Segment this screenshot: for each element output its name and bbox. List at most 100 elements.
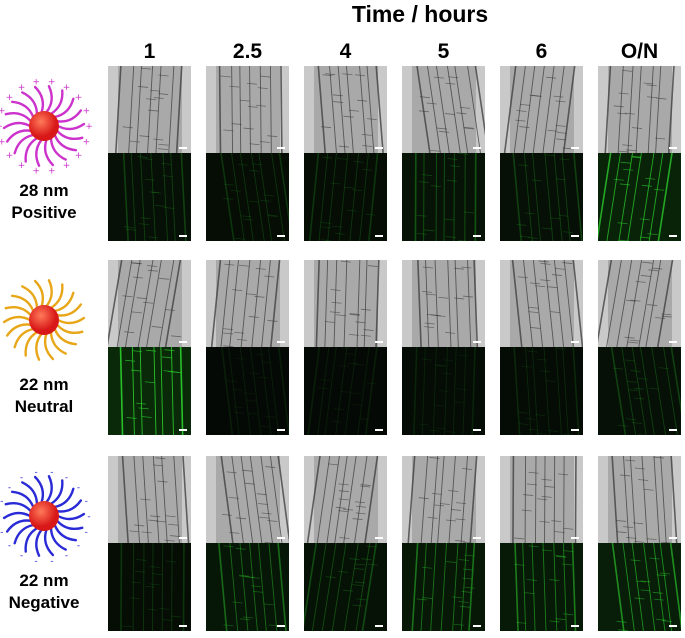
scale-bar — [473, 147, 481, 149]
scale-bar — [473, 429, 481, 431]
svg-text:+: + — [83, 107, 91, 117]
fluorescence-image-negative-on — [598, 543, 681, 631]
time-heading-6: 6 — [502, 40, 582, 64]
brightfield-image-positive-4 — [304, 66, 387, 153]
scale-bar — [571, 429, 579, 431]
svg-text:-: - — [50, 556, 53, 566]
svg-text:+: + — [0, 137, 5, 147]
scale-bar — [473, 625, 481, 627]
scale-bar — [277, 429, 285, 431]
fluorescence-image-neutral-25 — [206, 347, 289, 435]
fluorescence-image-positive-on — [598, 153, 681, 241]
brightfield-image-neutral-4 — [304, 260, 387, 347]
scale-bar — [375, 235, 383, 237]
svg-text:+: + — [32, 78, 40, 88]
fluorescence-image-negative-5 — [402, 543, 485, 631]
svg-text:-: - — [85, 497, 88, 507]
scale-bar — [571, 625, 579, 627]
svg-text:+: + — [6, 93, 14, 103]
brightfield-image-negative-4 — [304, 456, 387, 543]
scale-bar — [277, 235, 285, 237]
brightfield-image-negative-1 — [108, 456, 191, 543]
scale-bar — [669, 537, 677, 539]
brightfield-image-negative-5 — [402, 456, 485, 543]
fluorescence-image-positive-5 — [402, 153, 485, 241]
svg-text:+: + — [18, 161, 26, 171]
svg-text:+: + — [75, 151, 83, 161]
brightfield-image-negative-on — [598, 456, 681, 543]
svg-text:+: + — [18, 83, 26, 93]
scale-bar — [179, 341, 187, 343]
particle-charge-label: Negative — [0, 593, 88, 613]
fluorescence-image-negative-1 — [108, 543, 191, 631]
svg-text:+: + — [63, 161, 71, 171]
svg-text:-: - — [85, 527, 88, 537]
fluorescence-image-neutral-1 — [108, 347, 191, 435]
particle-size-label: 22 nm — [0, 375, 88, 395]
fluorescence-image-negative-25 — [206, 543, 289, 631]
brightfield-image-positive-25 — [206, 66, 289, 153]
particle-charge-label: Positive — [0, 203, 88, 223]
svg-text:-: - — [50, 468, 53, 478]
scale-bar — [179, 429, 187, 431]
svg-text:+: + — [0, 107, 5, 117]
fluorescence-image-positive-4 — [304, 153, 387, 241]
fluorescence-image-negative-4 — [304, 543, 387, 631]
fluorescence-image-positive-25 — [206, 153, 289, 241]
scale-bar — [277, 537, 285, 539]
brightfield-image-negative-6 — [500, 456, 583, 543]
scale-bar — [669, 147, 677, 149]
brightfield-image-positive-5 — [402, 66, 485, 153]
svg-text:+: + — [75, 93, 83, 103]
scale-bar — [375, 537, 383, 539]
time-heading-4: 4 — [306, 40, 386, 64]
fluorescence-image-neutral-6 — [500, 347, 583, 435]
svg-text:-: - — [8, 541, 11, 551]
particle-size-label: 28 nm — [0, 181, 88, 201]
svg-text:-: - — [8, 483, 11, 493]
svg-text:+: + — [0, 122, 3, 132]
time-heading-1: 1 — [110, 40, 190, 64]
scale-bar — [179, 147, 187, 149]
svg-text:-: - — [0, 527, 3, 537]
brightfield-image-neutral-25 — [206, 260, 289, 347]
scale-bar — [375, 625, 383, 627]
fluorescence-image-positive-6 — [500, 153, 583, 241]
nanoparticle-icon — [0, 262, 92, 372]
fluorescence-image-positive-1 — [108, 153, 191, 241]
time-heading-25: 2.5 — [208, 40, 288, 64]
nanoparticle-icon: ------------------ — [0, 458, 92, 568]
brightfield-image-neutral-6 — [500, 260, 583, 347]
scale-bar — [375, 341, 383, 343]
svg-text:-: - — [20, 551, 23, 561]
scale-bar — [375, 429, 383, 431]
svg-text:+: + — [63, 83, 71, 93]
fluorescence-image-negative-6 — [500, 543, 583, 631]
particle-size-label: 22 nm — [0, 571, 88, 591]
svg-text:+: + — [83, 137, 91, 147]
svg-text:+: + — [6, 151, 14, 161]
brightfield-image-neutral-1 — [108, 260, 191, 347]
svg-text:-: - — [87, 512, 90, 522]
figure-title: Time / hours — [230, 0, 610, 28]
brightfield-image-neutral-5 — [402, 260, 485, 347]
brightfield-image-positive-6 — [500, 66, 583, 153]
svg-text:-: - — [77, 483, 80, 493]
brightfield-image-positive-on — [598, 66, 681, 153]
scale-bar — [179, 625, 187, 627]
svg-text:-: - — [0, 512, 1, 522]
brightfield-image-positive-1 — [108, 66, 191, 153]
fluorescence-image-neutral-4 — [304, 347, 387, 435]
fluorescence-image-neutral-5 — [402, 347, 485, 435]
svg-text:-: - — [65, 551, 68, 561]
scale-bar — [571, 147, 579, 149]
scale-bar — [473, 341, 481, 343]
scale-bar — [571, 235, 579, 237]
scale-bar — [179, 235, 187, 237]
scale-bar — [571, 341, 579, 343]
svg-text:-: - — [20, 473, 23, 483]
svg-text:-: - — [77, 541, 80, 551]
scale-bar — [473, 235, 481, 237]
svg-text:+: + — [48, 78, 56, 88]
